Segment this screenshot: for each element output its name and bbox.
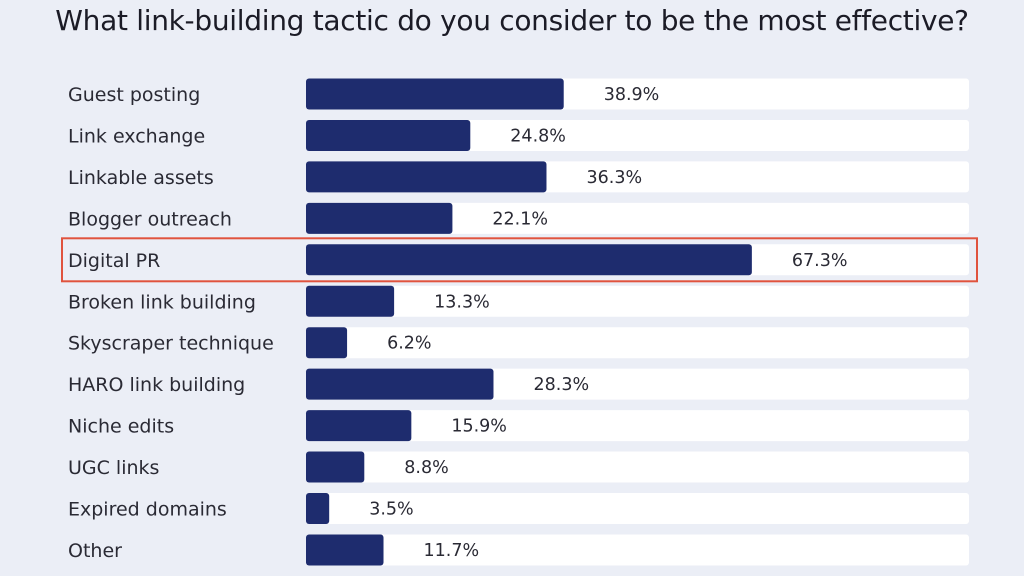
value-label-digital-pr: 67.3% [792,251,848,271]
bar-row-link-exchange: Link exchange 24.8% [68,119,969,151]
value-label-guest-posting: 38.9% [604,85,660,105]
bar-track-blogger-outreach [306,202,969,234]
value-label-linkable-assets: 36.3% [586,168,642,188]
bar-broken-link-building [306,285,395,317]
bar-digital-pr [306,244,752,276]
bar-track-expired-domains [306,493,969,524]
value-label-expired-domains: 3.5% [369,500,413,520]
value-label-other: 11.7% [424,541,480,561]
bar-expired-domains [306,493,330,524]
bar-row-ugc-links: UGC links 8.8% [68,451,969,483]
category-label-niche-edits: Niche edits [68,416,174,438]
bar-track-broken-link-building [306,285,969,317]
highlight-outline [61,237,978,283]
bar-skyscraper-technique [306,327,348,359]
chart-title: What link-building tactic do you conside… [55,4,969,37]
bar-link-exchange [306,119,471,151]
category-label-guest-posting: Guest posting [68,84,200,106]
category-label-skyscraper-technique: Skyscraper technique [68,333,274,355]
value-label-skyscraper-technique: 6.2% [387,334,431,354]
category-label-expired-domains: Expired domains [68,499,227,521]
bar-row-expired-domains: Expired domains 3.5% [68,493,969,524]
category-label-broken-link-building: Broken link building [68,291,256,313]
category-label-link-exchange: Link exchange [68,125,205,147]
bar-row-guest-posting: Guest posting 38.9% [68,78,969,110]
bar-track-other [306,534,969,566]
category-label-other: Other [68,540,122,562]
value-label-link-exchange: 24.8% [510,126,566,146]
value-label-blogger-outreach: 22.1% [492,209,548,229]
value-label-broken-link-building: 13.3% [434,292,490,312]
category-label-linkable-assets: Linkable assets [68,167,214,189]
value-label-niche-edits: 15.9% [451,417,507,437]
bar-ugc-links [306,451,365,483]
category-label-digital-pr: Digital PR [68,250,160,272]
category-label-ugc-links: UGC links [68,457,159,479]
bar-row-other: Other 11.7% [68,534,969,566]
bar-row-haro-link-building: HARO link building 28.3% [68,368,969,400]
bar-track-link-exchange [306,119,969,151]
bar-track-niche-edits [306,410,969,442]
bar-linkable-assets [306,161,547,193]
bar-row-niche-edits: Niche edits 15.9% [68,410,969,442]
bar-blogger-outreach [306,202,453,234]
bar-other [306,534,384,566]
bar-track-skyscraper-technique [306,327,969,359]
bar-row-linkable-assets: Linkable assets 36.3% [68,161,969,193]
bar-track-ugc-links [306,451,969,483]
category-label-haro-link-building: HARO link building [68,374,245,396]
value-label-haro-link-building: 28.3% [533,375,589,395]
category-label-blogger-outreach: Blogger outreach [68,208,232,230]
bar-row-blogger-outreach: Blogger outreach 22.1% [68,202,969,234]
value-label-ugc-links: 8.8% [404,458,448,478]
bar-row-skyscraper-technique: Skyscraper technique 6.2% [68,327,969,359]
bar-row-digital-pr: Digital PR 67.3% [68,244,969,276]
bar-haro-link-building [306,368,494,400]
bar-niche-edits [306,410,412,442]
bar-row-broken-link-building: Broken link building 13.3% [68,285,969,317]
bar-guest-posting [306,78,564,110]
